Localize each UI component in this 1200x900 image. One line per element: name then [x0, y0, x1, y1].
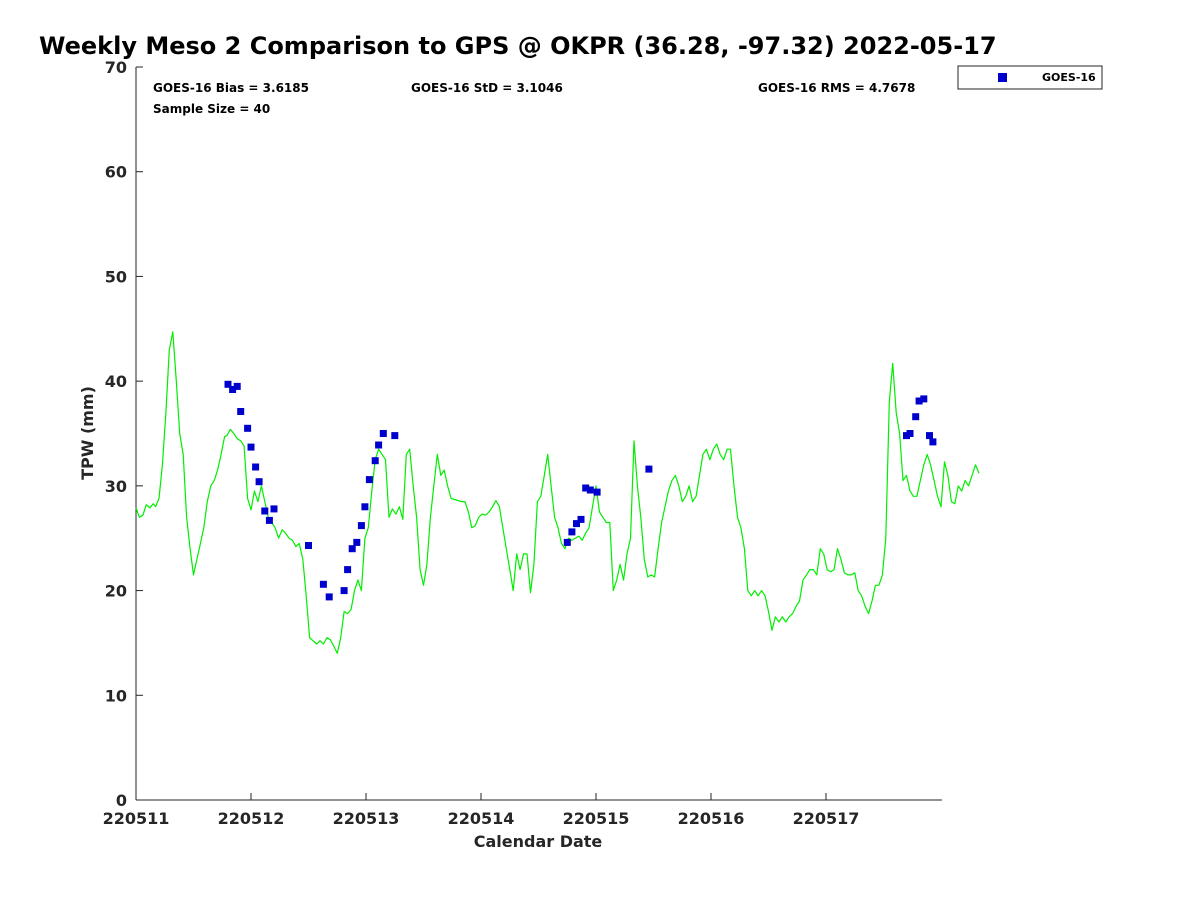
goes-point: [365, 476, 373, 484]
x-tick-label: 220513: [333, 809, 400, 828]
x-tick-label: 220517: [793, 809, 860, 828]
y-ticks: 0 10 20 30 40 50 60 70: [105, 58, 143, 810]
legend-label: GOES-16: [1042, 71, 1096, 84]
y-tick-label: 70: [105, 58, 127, 77]
goes-point: [325, 593, 333, 601]
stats-box: GOES-16 Bias = 3.6185 GOES-16 StD = 3.10…: [153, 81, 915, 116]
x-tick-label: 220516: [678, 809, 745, 828]
y-tick-label: 40: [105, 372, 127, 391]
y-tick-label: 10: [105, 686, 127, 705]
x-tick-label: 220515: [563, 809, 630, 828]
goes-point: [353, 538, 361, 546]
goes-point: [261, 507, 269, 515]
goes-point: [645, 465, 653, 473]
goes-point: [244, 424, 252, 432]
goes-point: [379, 430, 387, 437]
goes-point: [229, 386, 237, 393]
goes-point: [233, 382, 241, 390]
goes-point: [912, 413, 920, 421]
y-tick-label: 50: [105, 267, 127, 286]
x-ticks: 220511 220512 220513 220514 220515 220516 2205…: [103, 793, 860, 828]
goes-point: [375, 441, 383, 449]
goes-point: [348, 545, 356, 553]
x-tick-label: 220514: [448, 809, 515, 828]
goes-point: [929, 438, 937, 446]
sample-size-stat: Sample Size = 40: [153, 102, 270, 116]
goes-point: [573, 520, 580, 528]
x-axis-label: Calendar Date: [474, 832, 603, 851]
x-tick-label: 220512: [218, 809, 285, 828]
legend: GOES-16: [957, 65, 1103, 90]
y-tick-label: 0: [116, 791, 127, 810]
goes-point: [391, 432, 399, 440]
goes-point: [319, 580, 327, 588]
goes-point: [582, 484, 590, 492]
goes-point: [237, 408, 245, 415]
goes-point: [340, 587, 348, 595]
y-tick-label: 30: [105, 477, 127, 496]
goes-point: [357, 522, 365, 530]
plot-axes: [135, 67, 942, 801]
goes-point: [371, 457, 379, 465]
goes-point: [361, 503, 369, 511]
goes-point: [344, 566, 352, 574]
goes-series: [224, 380, 937, 601]
y-tick-label: 20: [105, 582, 127, 601]
goes-point: [906, 430, 914, 437]
goes-point: [586, 486, 594, 494]
goes-point: [265, 516, 273, 524]
gps-line: [135, 331, 980, 655]
goes-point: [593, 488, 601, 496]
chart-title: Weekly Meso 2 Comparison to GPS @ OKPR (…: [39, 32, 997, 60]
bias-stat: GOES-16 Bias = 3.6185: [153, 81, 309, 95]
goes-point: [255, 478, 263, 486]
y-tick-label: 60: [105, 163, 127, 182]
goes-point: [926, 432, 933, 440]
goes-point: [920, 395, 928, 403]
goes-point: [247, 443, 255, 451]
goes-point: [568, 528, 576, 536]
goes-point: [305, 542, 312, 549]
legend-marker: [998, 73, 1007, 82]
legend-box: [957, 65, 1103, 90]
rms-stat: GOES-16 RMS = 4.7678: [758, 81, 915, 95]
x-tick-label: 220511: [103, 809, 170, 828]
goes-point: [224, 380, 232, 388]
goes-point: [563, 538, 571, 546]
goes-point: [252, 463, 260, 471]
gps-series: [135, 331, 980, 655]
goes-point: [915, 397, 923, 405]
goes-point: [577, 515, 585, 523]
goes-point: [270, 505, 278, 513]
std-stat: GOES-16 StD = 3.1046: [411, 81, 563, 95]
y-axis-label: TPW (mm): [78, 386, 97, 480]
